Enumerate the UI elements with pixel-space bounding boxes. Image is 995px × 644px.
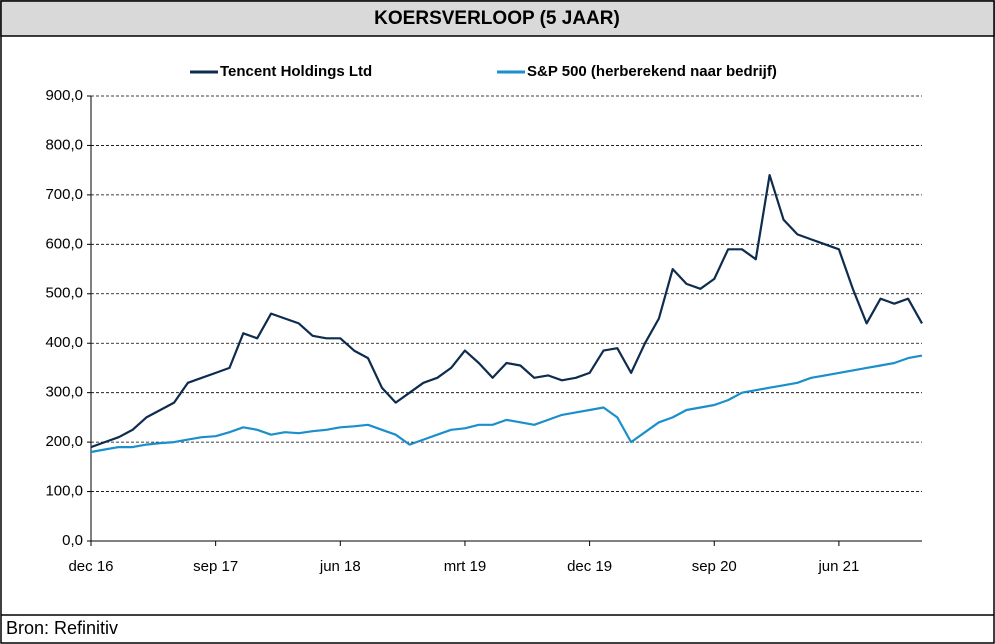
x-tick-label: dec 19 [567, 558, 612, 575]
y-tick-label: 400,0 [45, 334, 83, 351]
legend-label: S&P 500 (herberekend naar bedrijf) [527, 63, 777, 80]
y-tick-label: 600,0 [45, 235, 83, 252]
source: Bron: Refinitiv [6, 618, 118, 638]
y-tick-label: 700,0 [45, 186, 83, 203]
x-tick-label: jun 21 [817, 558, 859, 575]
chart-title: KOERSVERLOOP (5 JAAR) [374, 8, 620, 29]
title-bar [0, 0, 995, 37]
x-tick-label: mrt 19 [444, 558, 487, 575]
y-tick-label: 200,0 [45, 433, 83, 450]
y-tick-label: 300,0 [45, 384, 83, 401]
x-tick-label: sep 20 [692, 558, 737, 575]
y-tick-label: 100,0 [45, 483, 83, 500]
series-line [90, 354, 923, 454]
y-tick-label: 800,0 [45, 136, 83, 153]
x-tick-label: dec 16 [68, 558, 113, 575]
y-tick-label: 0,0 [62, 532, 83, 549]
legend-label: Tencent Holdings Ltd [220, 63, 372, 80]
x-tick-label: jun 18 [319, 558, 361, 575]
y-tick-label: 900,0 [45, 87, 83, 104]
y-tick-label: 500,0 [45, 285, 83, 302]
x-tick-label: sep 17 [193, 558, 238, 575]
series-line [90, 174, 923, 449]
